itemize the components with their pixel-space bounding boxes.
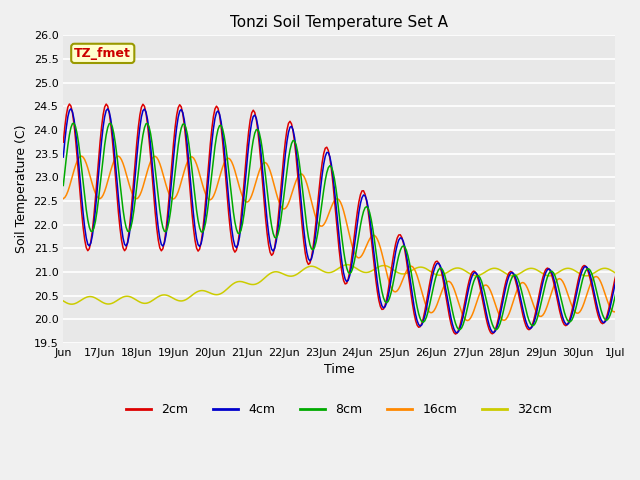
Y-axis label: Soil Temperature (C): Soil Temperature (C) <box>15 125 28 253</box>
Text: TZ_fmet: TZ_fmet <box>74 47 131 60</box>
X-axis label: Time: Time <box>324 363 355 376</box>
Legend: 2cm, 4cm, 8cm, 16cm, 32cm: 2cm, 4cm, 8cm, 16cm, 32cm <box>121 398 557 421</box>
Title: Tonzi Soil Temperature Set A: Tonzi Soil Temperature Set A <box>230 15 448 30</box>
